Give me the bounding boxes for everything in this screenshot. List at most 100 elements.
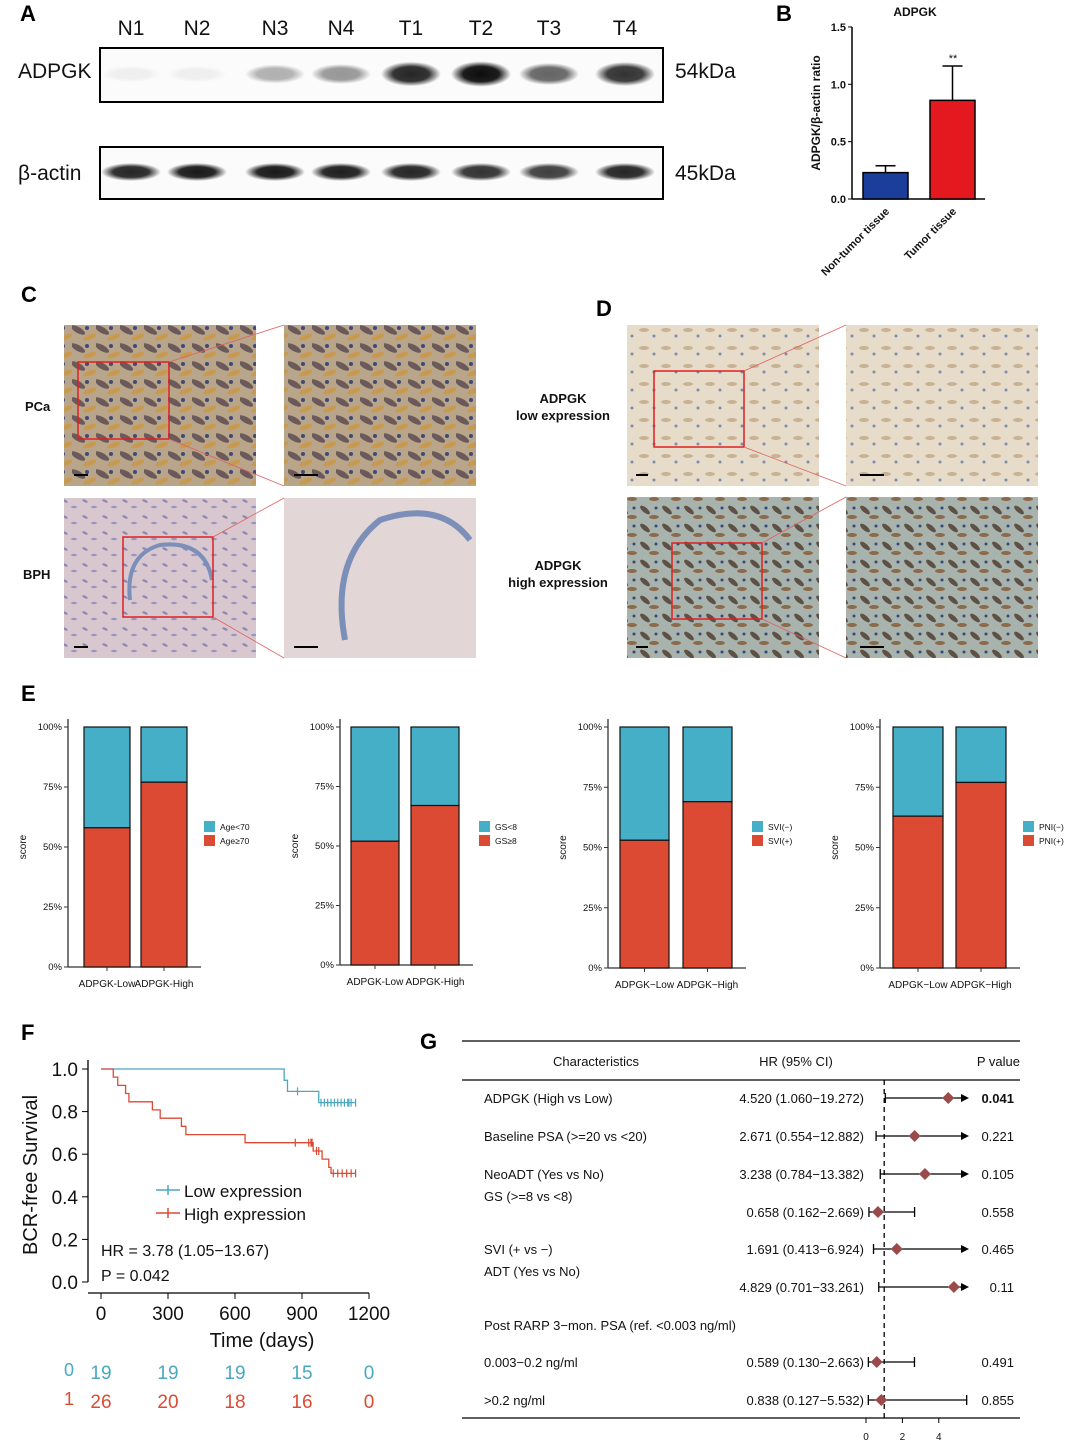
protein-band [311, 163, 371, 181]
legend-swatch [752, 835, 763, 846]
legend-label: Age≥70 [220, 836, 250, 846]
hr-point [890, 1243, 903, 1255]
hr-point [908, 1130, 921, 1142]
stacked-bar-chart: 0% 25% 50% 75% 100% score ADPGK-Low ADPGK-High G… [290, 719, 517, 988]
column-header: HR (95% CI) [759, 1054, 833, 1069]
risk-count: 20 [157, 1392, 178, 1413]
lane-label: N4 [328, 17, 355, 40]
x-tick-label: ADPGK-High [135, 979, 194, 990]
arrow-head [961, 1283, 969, 1291]
y-tick-label: 0% [860, 963, 874, 974]
hr-ci-text: 4.520 (1.060−19.272) [739, 1091, 864, 1106]
hr-point [875, 1394, 888, 1406]
y-tick-label: 50% [855, 843, 875, 854]
legend-swatch [1023, 835, 1034, 846]
bar-segment [619, 726, 670, 841]
y-tick-label: 50% [583, 843, 603, 854]
protein-band [595, 163, 655, 181]
y-axis-label: score [558, 835, 569, 860]
risk-count: 26 [90, 1392, 111, 1413]
row-label: ADPGK [535, 558, 583, 573]
bar-segment [83, 726, 131, 829]
y-tick-label: 0.2 [52, 1230, 78, 1251]
y-tick-label: 1.0 [831, 79, 846, 91]
bar-segment [350, 840, 400, 966]
protein-band [381, 61, 441, 87]
x-tick-label: ADPGK−Low [615, 980, 675, 991]
row-label: ADPGK [540, 391, 588, 406]
bar-segment [140, 726, 188, 783]
legend-swatch [204, 835, 215, 846]
row-label: GS (>=8 vs <8) [484, 1189, 573, 1204]
bar-segment [140, 781, 188, 968]
row-label: NeoADT (Yes vs No) [484, 1167, 604, 1182]
protein-band [245, 163, 305, 181]
x-tick-label: 4 [936, 1432, 942, 1443]
risk-count: 19 [157, 1363, 178, 1384]
risk-count: 19 [90, 1363, 111, 1384]
zoom-box [671, 542, 763, 620]
y-tick-label: 50% [315, 841, 335, 852]
risk-group-label: 0 [64, 1360, 74, 1380]
x-tick-label: ADPGK-Low [79, 979, 136, 990]
y-axis-label: score [18, 834, 29, 859]
y-tick-label: 75% [583, 782, 603, 793]
km-curve-f: BCR-free Survival Time (days) HR = 3.78 … [20, 1060, 390, 1413]
protein-band [451, 163, 511, 181]
hr-ci-text: 0.658 (0.162−2.669) [747, 1205, 864, 1220]
row-label-pca: PCa [25, 399, 51, 414]
x-tick-label: 0 [96, 1304, 107, 1325]
row-label: >0.2 ng/ml [484, 1393, 545, 1408]
y-axis-label: BCR-free Survival [20, 1095, 42, 1255]
zoom-box [77, 361, 170, 440]
lane-label: N1 [118, 17, 145, 40]
stacked-bar-chart: 0% 25% 50% 75% 100% score ADPGK−Low ADPGK−High P… [830, 719, 1064, 991]
survival-curve [101, 1068, 356, 1175]
risk-count: 16 [291, 1392, 312, 1413]
protein-band [245, 64, 305, 84]
high-zoom-image [846, 497, 1038, 658]
high-overview-image [627, 497, 819, 658]
y-tick-label: 25% [583, 903, 603, 914]
y-tick-label: 0% [588, 963, 602, 974]
row-label: high expression [508, 575, 608, 590]
column-header: P value [977, 1054, 1020, 1069]
x-tick-label: ADPGK-Low [347, 977, 404, 988]
row-label: ADT (Yes vs No) [484, 1264, 580, 1279]
forest-plot-g: Characteristics HR (95% CI) P value 0 2 4 A… [462, 1040, 1020, 1443]
x-tick-label: 1200 [348, 1304, 390, 1325]
protein-band [101, 65, 161, 83]
hr-ci-text: 1.691 (0.413−6.924) [747, 1242, 864, 1257]
y-tick-label: 75% [855, 782, 875, 793]
x-tick-label: 2 [900, 1432, 906, 1443]
blot-size-label: 54kDa [675, 60, 736, 83]
hr-point [870, 1356, 883, 1368]
y-tick-label: 75% [315, 782, 335, 793]
legend-label: GS<8 [495, 822, 517, 832]
risk-group-label: 1 [64, 1389, 74, 1409]
protein-band [311, 64, 371, 84]
low-zoom-image [846, 325, 1038, 486]
row-label: SVI (+ vs −) [484, 1242, 553, 1257]
y-tick-label: 0.0 [52, 1273, 78, 1294]
arrow-head [961, 1132, 969, 1140]
p-value: 0.491 [981, 1355, 1014, 1370]
x-tick-label: ADPGK−Low [888, 980, 948, 991]
zoom-box [122, 536, 214, 618]
hr-point [942, 1092, 955, 1104]
bar [929, 99, 976, 200]
risk-count: 0 [364, 1392, 375, 1413]
pca-zoom-image [284, 325, 476, 486]
zoom-box [653, 370, 745, 448]
lane-label: T1 [399, 17, 424, 40]
row-label-bph: BPH [23, 567, 50, 582]
x-tick-label: ADPGK−High [950, 980, 1011, 991]
y-tick-label: 0% [48, 962, 62, 973]
legend-swatch [479, 821, 490, 832]
blot-row-label: ADPGK [18, 60, 92, 83]
bar-segment [83, 827, 131, 968]
legend-label: Age<70 [220, 822, 250, 832]
risk-count: 0 [364, 1363, 375, 1384]
bar-segment [955, 726, 1007, 784]
